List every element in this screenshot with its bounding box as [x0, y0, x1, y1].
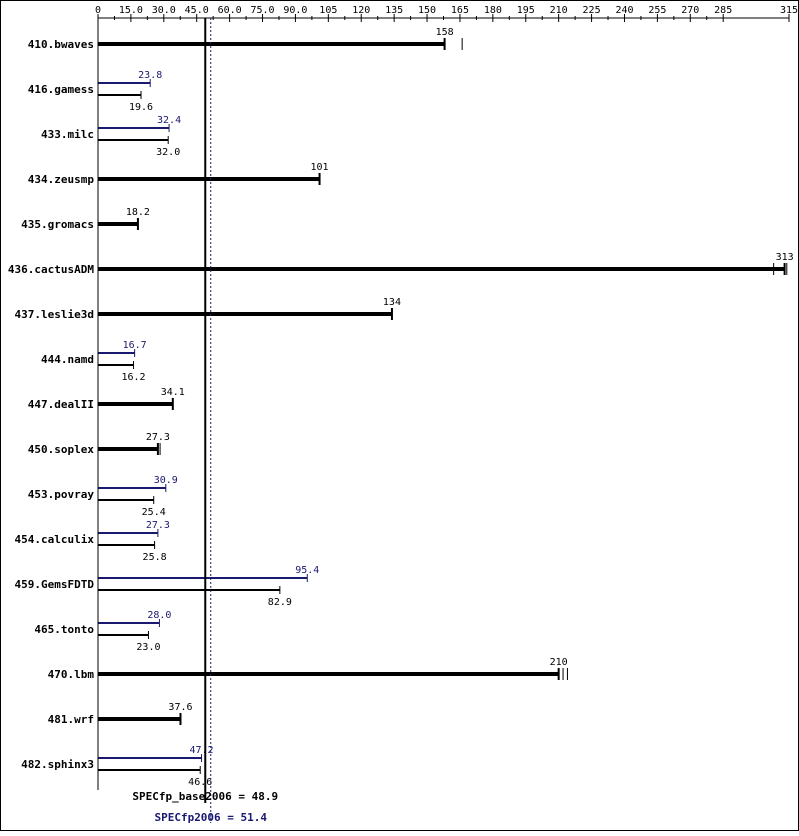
benchmark-label: 410.bwaves	[28, 38, 94, 51]
benchmark-label: 453.povray	[28, 488, 95, 501]
x-tick-label: 315	[780, 5, 798, 16]
base-value-label: 46.6	[188, 777, 212, 788]
x-tick-label: 180	[484, 5, 502, 16]
x-tick-label: 120	[352, 5, 370, 16]
base-bar	[98, 177, 320, 181]
base-value-label: 25.8	[143, 552, 167, 563]
benchmark-label: 450.soplex	[28, 443, 95, 456]
benchmark-label: 435.gromacs	[21, 218, 94, 231]
x-tick-label: 45.0	[185, 5, 209, 16]
x-tick-label: 60.0	[218, 5, 242, 16]
peak-value-label: 16.7	[123, 340, 147, 351]
benchmark-label: 459.GemsFDTD	[15, 578, 95, 591]
x-tick-label: 75.0	[250, 5, 274, 16]
benchmark-label: 465.tonto	[34, 623, 94, 636]
benchmark-label: 470.lbm	[48, 668, 95, 681]
peak-value-label: 27.3	[146, 520, 170, 531]
benchmark-label: 482.sphinx3	[21, 758, 94, 771]
base-value-label: 18.2	[126, 207, 150, 218]
x-tick-label: 195	[517, 5, 535, 16]
base-bar	[98, 312, 392, 316]
base-bar	[98, 222, 138, 226]
x-tick-label: 15.0	[119, 5, 143, 16]
benchmark-label: 437.leslie3d	[15, 308, 94, 321]
base-value-label: 34.1	[161, 387, 185, 398]
x-tick-label: 240	[615, 5, 633, 16]
base-value-label: 313	[776, 252, 794, 263]
base-value-label: 134	[383, 297, 401, 308]
base-value-label: 37.6	[168, 702, 192, 713]
x-tick-label: 255	[648, 5, 666, 16]
base-value-label: 32.0	[156, 147, 180, 158]
peak-value-label: 30.9	[154, 475, 178, 486]
benchmark-label: 436.cactusADM	[8, 263, 94, 276]
benchmark-label: 444.namd	[41, 353, 94, 366]
x-tick-label: 165	[451, 5, 469, 16]
base-value-label: 101	[311, 162, 329, 173]
base-value-label: 82.9	[268, 597, 292, 608]
base-value-label: 158	[436, 27, 454, 38]
x-tick-label: 270	[681, 5, 699, 16]
base-bar	[98, 672, 559, 676]
base-value-label: 210	[550, 657, 568, 668]
base-bar	[98, 717, 181, 721]
benchmark-label: 454.calculix	[15, 533, 95, 546]
base-bar	[98, 402, 173, 406]
peak-value-label: 28.0	[147, 610, 171, 621]
peak-value-label: 95.4	[295, 565, 319, 576]
x-tick-label: 225	[583, 5, 601, 16]
x-tick-label: 135	[385, 5, 403, 16]
benchmark-label: 433.milc	[41, 128, 94, 141]
x-tick-label: 30.0	[152, 5, 176, 16]
specfp-base-label: SPECfp_base2006 = 48.9	[132, 790, 278, 803]
x-tick-label: 285	[714, 5, 732, 16]
benchmark-label: 416.gamess	[28, 83, 94, 96]
base-value-label: 23.0	[136, 642, 160, 653]
specfp-peak-label: SPECfp2006 = 51.4	[154, 811, 267, 824]
benchmark-label: 447.dealII	[28, 398, 94, 411]
base-value-label: 25.4	[142, 507, 166, 518]
base-bar	[98, 447, 158, 451]
base-value-label: 27.3	[146, 432, 170, 443]
peak-value-label: 23.8	[138, 70, 162, 81]
x-tick-label: 210	[550, 5, 568, 16]
base-value-label: 16.2	[121, 372, 145, 383]
peak-value-label: 32.4	[157, 115, 181, 126]
base-bar	[98, 267, 785, 271]
benchmark-label: 481.wrf	[48, 713, 94, 726]
x-tick-label: 90.0	[283, 5, 307, 16]
peak-value-label: 47.2	[189, 745, 213, 756]
base-value-label: 19.6	[129, 102, 153, 113]
x-tick-label: 0	[95, 5, 101, 16]
x-tick-label: 105	[319, 5, 337, 16]
x-tick-label: 150	[418, 5, 436, 16]
base-bar	[98, 42, 445, 46]
benchmark-label: 434.zeusmp	[28, 173, 95, 186]
